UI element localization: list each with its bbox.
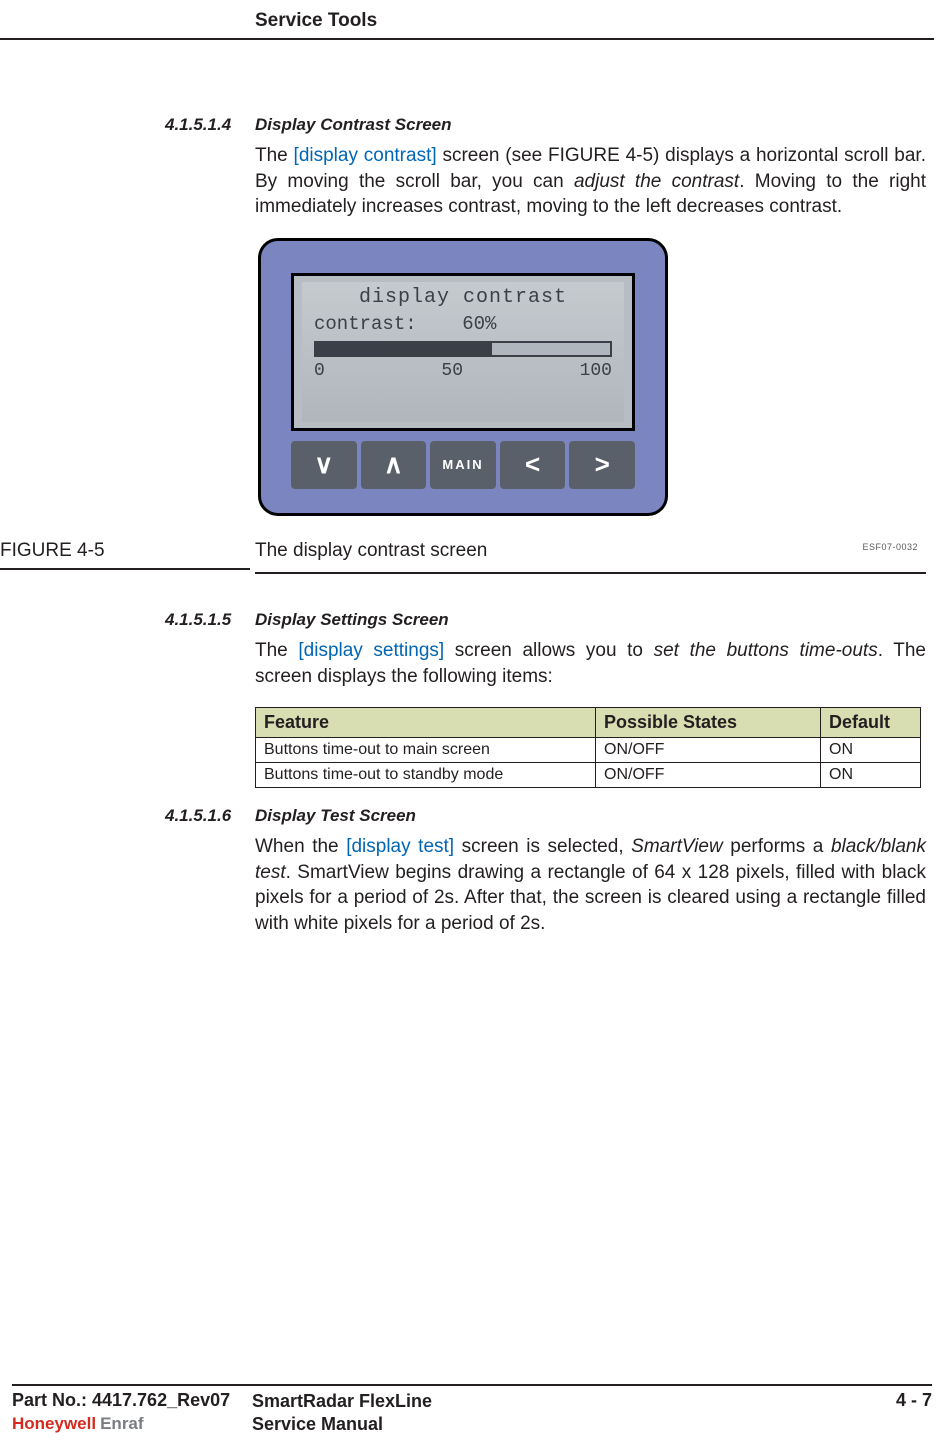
device-buttons: ∨ ∧ MAIN < > (291, 441, 635, 489)
device-body: display contrast contrast: 60% 0 50 100 (258, 238, 668, 516)
table-header: Feature (256, 708, 596, 738)
doc-title-2: Service Manual (252, 1413, 896, 1436)
figure-rules (0, 568, 926, 574)
figure-label: FIGURE 4-5 (0, 540, 105, 562)
page-number: 4 - 7 (896, 1390, 932, 1411)
down-button[interactable]: ∨ (291, 441, 357, 489)
honeywell-logo: Honeywell (12, 1414, 96, 1433)
header-rule (0, 38, 934, 40)
text: performs a (723, 836, 831, 857)
section-title: Display Settings Screen (255, 610, 926, 630)
text: screen is selected, (454, 836, 631, 857)
text: The (255, 145, 294, 166)
main-button[interactable]: MAIN (430, 441, 496, 489)
section-title: Display Test Screen (255, 806, 926, 826)
section-heading-1: 4.1.5.1.4 Display Contrast Screen (0, 115, 926, 135)
figure-caption: The display contrast screen (255, 540, 487, 562)
figure-rule-left (0, 568, 250, 570)
header-title: Service Tools (0, 10, 946, 38)
figure-rule-right (255, 572, 926, 574)
lcd-title: display contrast (314, 286, 612, 309)
table-cell: Buttons time-out to standby mode (256, 763, 596, 788)
text: When the (255, 836, 346, 857)
footer-rule (12, 1384, 932, 1386)
table-header-row: FeaturePossible StatesDefault (256, 708, 921, 738)
table-cell: ON/OFF (596, 738, 821, 763)
figure-code: ESF07-0032 (862, 542, 918, 552)
section-number: 4.1.5.1.6 (165, 806, 231, 826)
lcd-label: contrast: (314, 313, 417, 335)
page-footer: Part No.: 4417.762_Rev07 HoneywellEnraf … (12, 1384, 932, 1435)
section-heading-3: 4.1.5.1.6 Display Test Screen (0, 806, 926, 826)
table-row: Buttons time-out to standby modeON/OFFON (256, 763, 921, 788)
lcd-screen: display contrast contrast: 60% 0 50 100 (291, 273, 635, 431)
paragraph-2: The [display settings] screen allows you… (255, 638, 926, 689)
footer-center: SmartRadar FlexLine Service Manual (252, 1390, 896, 1435)
lcd-value: 60% (462, 313, 496, 335)
lcd-scale: 0 50 100 (314, 361, 612, 381)
text-italic: SmartView (631, 836, 723, 857)
left-button[interactable]: < (500, 441, 566, 489)
paragraph-1: The [display contrast] screen (see FIGUR… (255, 143, 926, 220)
footer-row: Part No.: 4417.762_Rev07 HoneywellEnraf … (12, 1390, 932, 1435)
doc-title-1: SmartRadar FlexLine (252, 1390, 896, 1413)
text-italic: set the buttons time-outs (654, 640, 878, 661)
table-cell: Buttons time-out to main screen (256, 738, 596, 763)
contrast-slider[interactable] (314, 341, 612, 357)
footer-left: Part No.: 4417.762_Rev07 HoneywellEnraf (12, 1390, 252, 1435)
main-content: 4.1.5.1.4 Display Contrast Screen The [d… (0, 115, 926, 955)
scale-min: 0 (314, 361, 325, 381)
display-test-link: [display test] (346, 836, 454, 857)
paragraph-3: When the [display test] screen is select… (255, 834, 926, 937)
text: The (255, 640, 298, 661)
table-header: Default (821, 708, 921, 738)
table-header: Possible States (596, 708, 821, 738)
display-settings-link: [display settings] (298, 640, 444, 661)
up-button[interactable]: ∧ (361, 441, 427, 489)
table-cell: ON/OFF (596, 763, 821, 788)
figure-caption-row: FIGURE 4-5 The display contrast screen E… (0, 534, 926, 568)
section-number: 4.1.5.1.4 (165, 115, 231, 135)
contrast-slider-fill (316, 343, 492, 355)
scale-max: 100 (580, 361, 612, 381)
section-heading-2: 4.1.5.1.5 Display Settings Screen (0, 610, 926, 630)
table-cell: ON (821, 738, 921, 763)
lcd-value-row: contrast: 60% (314, 313, 612, 335)
page-header: Service Tools (0, 10, 946, 40)
display-contrast-link: [display contrast] (294, 145, 437, 166)
section-number: 4.1.5.1.5 (165, 610, 231, 630)
table-row: Buttons time-out to main screenON/OFFON (256, 738, 921, 763)
text: screen allows you to (444, 640, 653, 661)
text: . SmartView begins drawing a rectangle o… (255, 862, 926, 934)
features-table: FeaturePossible StatesDefault Buttons ti… (255, 707, 921, 788)
right-button[interactable]: > (569, 441, 635, 489)
enraf-logo: Enraf (100, 1414, 143, 1433)
part-number: Part No.: 4417.762_Rev07 (12, 1390, 252, 1411)
scale-mid: 50 (441, 361, 463, 381)
section-title: Display Contrast Screen (255, 115, 926, 135)
footer-logo: HoneywellEnraf (12, 1413, 252, 1435)
table-cell: ON (821, 763, 921, 788)
lcd-inner: display contrast contrast: 60% 0 50 100 (302, 282, 624, 422)
device-figure: display contrast contrast: 60% 0 50 100 (0, 238, 926, 516)
text-italic: adjust the contrast (574, 171, 739, 192)
